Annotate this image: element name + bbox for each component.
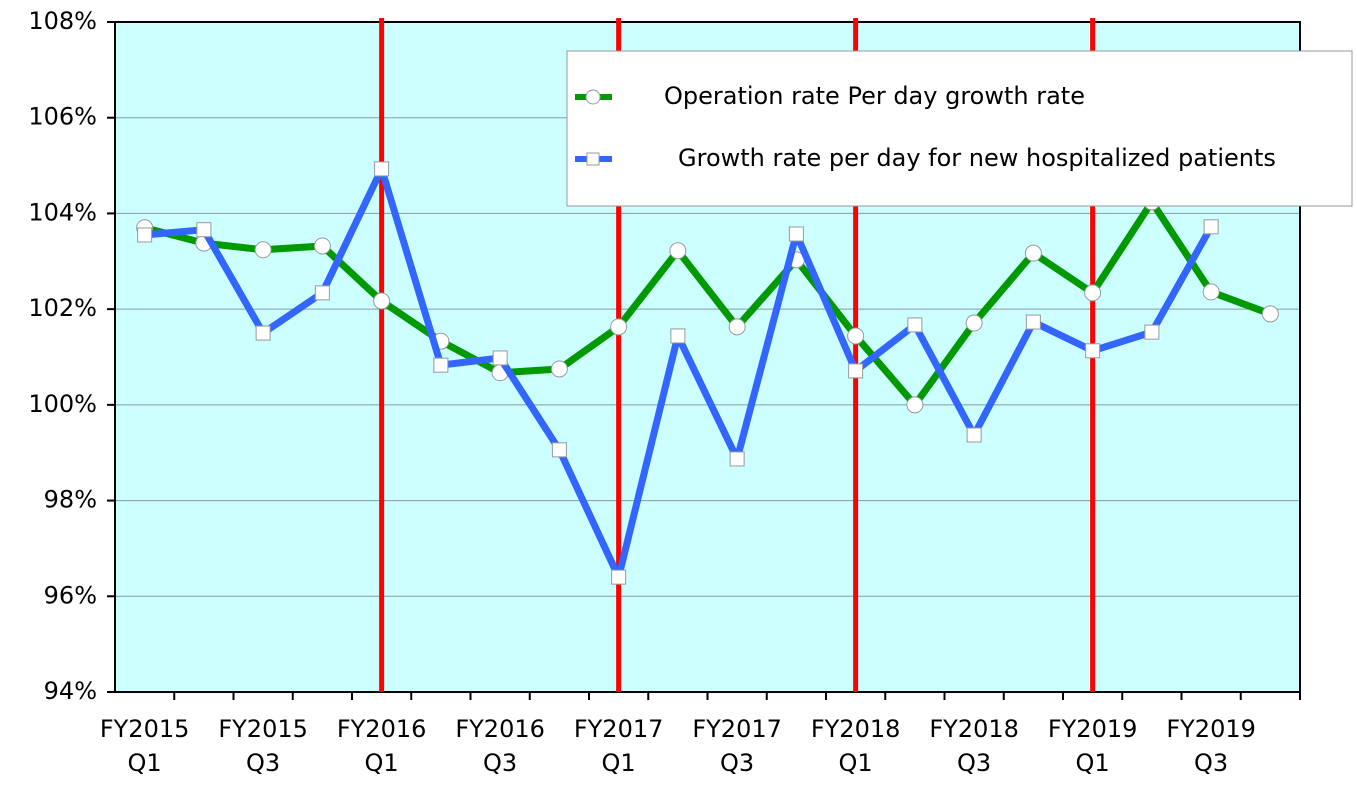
y-tick-label: 102% [28,294,97,322]
point [1261,305,1279,323]
point [254,241,272,259]
x-tick-label: FY2019 Q3 [1166,715,1256,777]
point [550,360,568,378]
point [847,327,865,345]
x-tick-label: FY2019 Q1 [1047,715,1138,777]
point [729,451,745,467]
legend-label: Operation rate Per day growth rate [664,82,1085,110]
x-tick-label: FY2015 Q3 [218,715,308,777]
legend-marker [586,152,600,166]
point [966,427,982,443]
point [433,357,449,373]
point [492,350,508,366]
point [1085,343,1101,359]
point [670,328,686,344]
point [255,325,271,341]
x-tick-label: FY2018 Q1 [810,715,901,777]
x-tick-label: FY2016 Q1 [336,715,427,777]
legend-box [566,50,1353,207]
y-tick-label: 104% [28,198,97,226]
y-tick-label: 100% [28,390,97,418]
point [1202,283,1220,301]
point [1144,324,1160,340]
point [848,363,864,379]
point [137,227,153,243]
plot-frame [114,21,1301,693]
point [965,314,983,332]
y-tick-label: 108% [28,7,97,35]
x-tick-label: FY2017 Q3 [692,715,782,777]
point [1024,244,1042,262]
point [610,318,628,336]
x-tick-label: FY2015 Q1 [99,715,190,777]
point [788,226,804,242]
point [906,396,924,414]
point [669,242,687,260]
x-tick-label: FY2016 Q3 [455,715,545,777]
legend-label: Growth rate per day for new hospitalized… [678,144,1276,172]
point [551,442,567,458]
point [1025,314,1041,330]
legend-marker [585,89,601,105]
point [196,222,212,238]
point [1084,284,1102,302]
y-tick-label: 106% [28,103,97,131]
point [611,569,627,585]
x-tick-label: FY2017 Q1 [573,715,664,777]
y-tick-label: 98% [44,486,97,514]
point [314,285,330,301]
point [313,237,331,255]
series-line [143,198,1272,409]
point [907,317,923,333]
x-tick-label: FY2018 Q3 [929,715,1019,777]
point [374,161,390,177]
y-tick-label: 94% [44,677,97,705]
point [728,318,746,336]
point [373,292,391,310]
y-tick-label: 96% [44,581,97,609]
point [1203,219,1219,235]
